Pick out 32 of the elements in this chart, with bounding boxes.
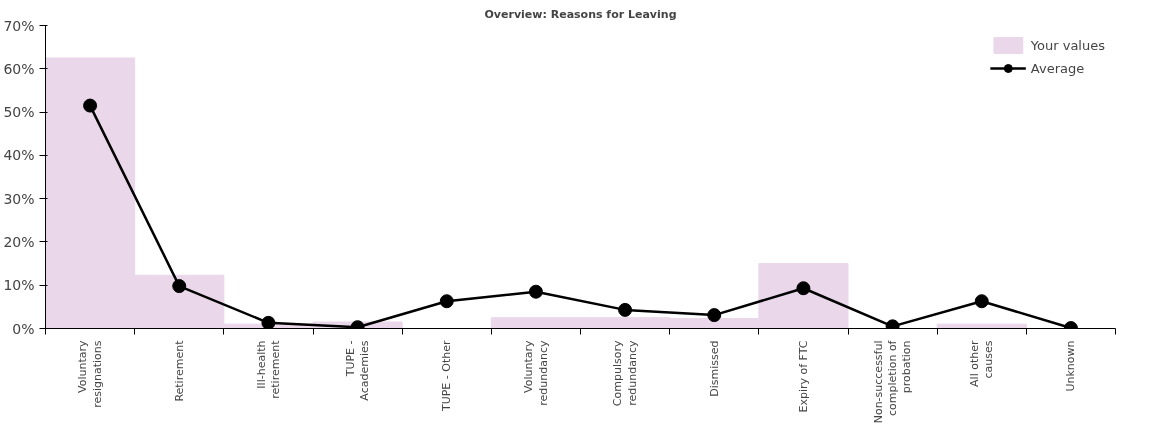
point xyxy=(172,279,187,294)
point xyxy=(707,308,722,323)
legend-label: Average xyxy=(1030,60,1085,76)
x-tick-label: TUPE - Other xyxy=(440,340,454,413)
x-tick-label: Ill-health retirement xyxy=(254,339,283,399)
x-tick-label: Dismissed xyxy=(707,340,721,397)
y-tick-label: 60% xyxy=(3,60,35,77)
y-tick-label: 40% xyxy=(3,147,35,164)
x-tick-label: Retirement xyxy=(172,339,186,402)
x-tick-label: Unknown xyxy=(1064,340,1078,392)
y-tick-label: 30% xyxy=(3,190,35,207)
x-tick-label: Expiry of FTC xyxy=(796,340,810,413)
point xyxy=(83,98,98,113)
x-tick-label: Voluntary redundancy xyxy=(522,340,550,406)
y-tick-label: 20% xyxy=(3,233,35,250)
x-tick-label: All other causes xyxy=(968,340,996,387)
point xyxy=(528,284,543,299)
point xyxy=(439,294,454,309)
x-tick-label: Voluntary resignations xyxy=(76,340,104,408)
x-tick-label: Compulsory redundancy xyxy=(611,340,639,407)
point xyxy=(796,281,811,296)
y-tick-label: 10% xyxy=(3,277,35,294)
y-tick-label: 70% xyxy=(3,17,35,34)
y-tick-label: 50% xyxy=(3,104,35,121)
x-tick-label: TUPE - Academies xyxy=(343,340,372,401)
chart-title: Overview: Reasons for Leaving xyxy=(484,7,677,21)
point xyxy=(974,294,989,309)
legend-label: Your values xyxy=(1030,37,1105,53)
point xyxy=(261,315,276,329)
point xyxy=(618,302,633,317)
x-tick-label: Non-successful completion of probation xyxy=(871,339,914,424)
y-tick-label: 0% xyxy=(12,320,35,337)
